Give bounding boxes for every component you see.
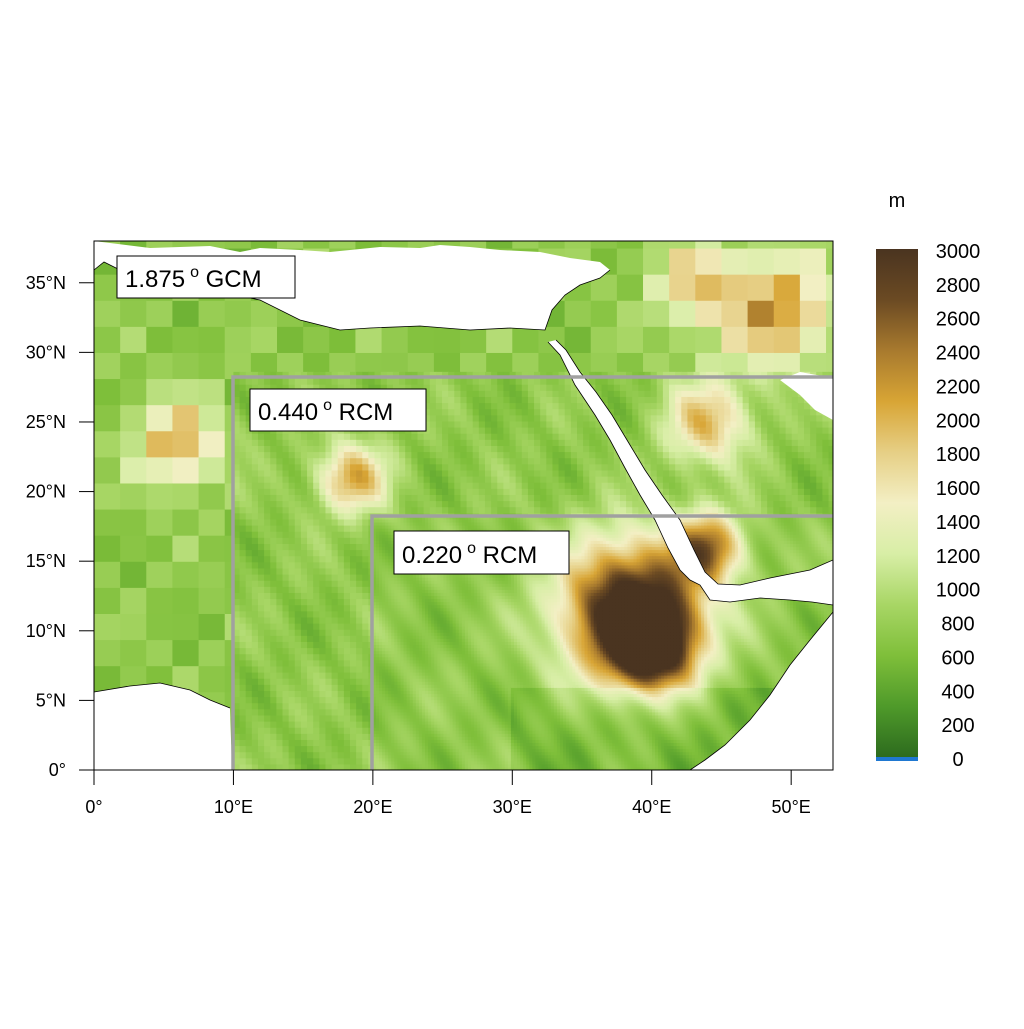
colorbar-tick-label: 2000 — [936, 410, 981, 432]
colorbar-ocean-swatch — [876, 757, 918, 761]
colorbar-tick-label: 200 — [941, 715, 974, 737]
colorbar-units: m — [889, 190, 906, 212]
x-tick-label: 0° — [85, 797, 102, 817]
x-tick-label: 40°E — [632, 797, 671, 817]
y-tick-label: 10°N — [26, 621, 66, 641]
y-tick-label: 35°N — [26, 273, 66, 293]
colorbar-gradient — [876, 249, 918, 757]
colorbar-tick-label: 0 — [952, 749, 963, 771]
y-tick-label: 5°N — [36, 690, 66, 710]
x-tick-label: 20°E — [353, 797, 392, 817]
y-tick-label: 15°N — [26, 551, 66, 571]
colorbar-tick-label: 1000 — [936, 580, 981, 602]
x-tick-label: 50°E — [772, 797, 811, 817]
colorbar-tick-label: 600 — [941, 647, 974, 669]
y-axis: 0° 5°N 10°N 15°N 20°N 25°N 30°N 35°N — [26, 273, 94, 780]
x-tick-label: 10°E — [214, 797, 253, 817]
colorbar-tick-label: 2800 — [936, 275, 981, 297]
colorbar-tick-label: 2200 — [936, 376, 981, 398]
y-tick-label: 30°N — [26, 342, 66, 362]
y-tick-label: 25°N — [26, 412, 66, 432]
colorbar — [876, 249, 918, 761]
colorbar-tick-label: 3000 — [936, 241, 981, 263]
colorbar-tick-label: 2600 — [936, 309, 981, 331]
colorbar-ticks: 3000280026002400220020001800160014001200… — [936, 241, 981, 771]
x-axis: 0° 10°E 20°E 30°E 40°E 50°E — [85, 770, 810, 817]
colorbar-tick-label: 1200 — [936, 546, 981, 568]
colorbar-tick-label: 1800 — [936, 444, 981, 466]
colorbar-tick-label: 2400 — [936, 343, 981, 365]
colorbar-tick-label: 1400 — [936, 512, 981, 534]
x-tick-label: 30°E — [493, 797, 532, 817]
colorbar-tick-label: 800 — [941, 614, 974, 636]
colorbar-tick-label: 400 — [941, 681, 974, 703]
y-tick-label: 20°N — [26, 482, 66, 502]
colorbar-tick-label: 1600 — [936, 478, 981, 500]
y-tick-label: 0° — [49, 760, 66, 780]
